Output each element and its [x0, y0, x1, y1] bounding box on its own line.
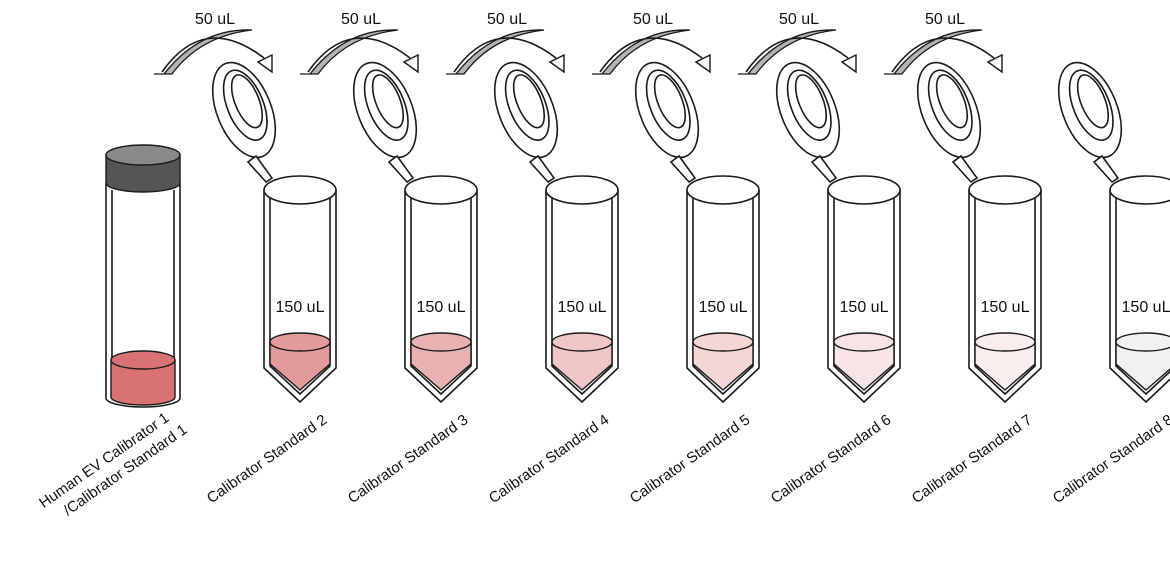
tube-volume-label: 150 uL	[1122, 299, 1170, 316]
tubes-layer: 150 uL Calibrator Standard 2 150 uL Calibra…	[204, 61, 1170, 507]
tube-rim	[1109, 175, 1170, 205]
tube-inner-wall	[551, 196, 613, 396]
tube-liquid-surface	[551, 332, 613, 352]
tube-inner-wall	[410, 196, 472, 396]
transfer-volume-label: 50 uL	[925, 11, 965, 28]
vial-cap-top	[105, 144, 181, 166]
tube-lid	[775, 61, 841, 159]
tube-liquid-surface	[269, 332, 331, 352]
tube-inner-wall	[269, 196, 331, 396]
arrow-arc	[891, 37, 995, 73]
tube-inner-wall	[692, 196, 754, 396]
tube-volume-label: 150 uL	[558, 299, 607, 316]
arrow-head	[840, 53, 857, 74]
tube-rim	[827, 175, 901, 205]
tube-volume-label: 150 uL	[840, 299, 889, 316]
tube-rim	[968, 175, 1042, 205]
transfer-volume-label: 50 uL	[341, 11, 381, 28]
tube-liquid-surface	[974, 332, 1036, 352]
arrow-head	[694, 53, 711, 74]
tube-lid	[1057, 61, 1123, 159]
tube-liquid-surface	[1115, 332, 1170, 352]
transfer-volume-label: 50 uL	[633, 11, 673, 28]
tube-2: 150 uL Calibrator Standard 2	[204, 61, 337, 507]
tube-6: 150 uL Calibrator Standard 6	[768, 61, 901, 507]
vial-liquid-surface	[110, 350, 176, 370]
vial-liquid	[110, 359, 176, 406]
tube-inner-wall	[1115, 196, 1170, 396]
tube-7: 150 uL Calibrator Standard 7	[909, 61, 1042, 507]
source-vial-label: Human EV Calibrator 1 /Calibrator Standa…	[36, 409, 190, 519]
tube-rim	[404, 175, 478, 205]
transfer-volume-label: 50 uL	[779, 11, 819, 28]
tube-hinge	[810, 154, 838, 184]
tube-hinge	[1092, 154, 1120, 184]
tube-volume-label: 150 uL	[417, 299, 466, 316]
arrow-tail	[154, 29, 253, 75]
tube-4: 150 uL Calibrator Standard 4	[486, 61, 619, 507]
transfer-arrow-3: 50 uL	[446, 11, 565, 75]
tube-hinge	[528, 154, 556, 184]
arrow-head	[548, 53, 565, 74]
transfer-arrow-1: 50 uL	[154, 11, 273, 75]
tube-lid	[211, 61, 277, 159]
tube-volume-label: 150 uL	[981, 299, 1030, 316]
tube-inner-wall	[833, 196, 895, 396]
arrow-tail	[592, 29, 691, 75]
tube-inner-wall	[974, 196, 1036, 396]
tube-label: Calibrator Standard 6	[768, 411, 895, 507]
arrow-arc	[599, 37, 703, 73]
tube-label: Calibrator Standard 2	[204, 411, 331, 507]
arrow-head	[256, 53, 273, 74]
transfer-arrow-2: 50 uL	[300, 11, 419, 75]
arrow-tail	[738, 29, 837, 75]
tube-volume-label: 150 uL	[699, 299, 748, 316]
transfer-volume-label: 50 uL	[195, 11, 235, 28]
tube-lid	[493, 61, 559, 159]
tube-rim	[545, 175, 619, 205]
tube-hinge	[951, 154, 979, 184]
tube-hinge	[387, 154, 415, 184]
tube-rim	[686, 175, 760, 205]
tube-hinge	[669, 154, 697, 184]
tube-label: Calibrator Standard 8	[1050, 411, 1170, 507]
arrow-arc	[307, 37, 411, 73]
transfer-volume-label: 50 uL	[487, 11, 527, 28]
tube-lid	[352, 61, 418, 159]
arrow-arc	[745, 37, 849, 73]
transfer-arrow-6: 50 uL	[884, 11, 1003, 75]
arrow-arc	[161, 37, 265, 73]
vial-body	[105, 183, 181, 408]
tube-liquid-surface	[692, 332, 754, 352]
tube-5: 150 uL Calibrator Standard 5	[627, 61, 760, 507]
tube-hinge	[246, 154, 274, 184]
tube-liquid-surface	[410, 332, 472, 352]
tube-label: Calibrator Standard 3	[345, 411, 472, 507]
arrow-head	[402, 53, 419, 74]
tube-label: Calibrator Standard 4	[486, 411, 613, 507]
tube-3: 150 uL Calibrator Standard 3	[345, 61, 478, 507]
transfer-arrows-layer: 50 uL 50 uL 50 uL 50 uL 50 uL 50 uL	[154, 11, 1003, 75]
transfer-arrow-4: 50 uL	[592, 11, 711, 75]
arrow-tail	[884, 29, 983, 75]
tube-lid	[634, 61, 700, 159]
tube-8: 150 uL Calibrator Standard 8	[1050, 61, 1170, 507]
tube-volume-label: 150 uL	[276, 299, 325, 316]
tube-label: Calibrator Standard 5	[627, 411, 754, 507]
arrow-arc	[453, 37, 557, 73]
arrow-tail	[300, 29, 399, 75]
arrow-head	[986, 53, 1003, 74]
tube-lid	[916, 61, 982, 159]
tube-liquid-surface	[833, 332, 895, 352]
source-vial	[105, 144, 181, 408]
tube-rim	[263, 175, 337, 205]
tube-label: Calibrator Standard 7	[909, 411, 1036, 507]
transfer-arrow-5: 50 uL	[738, 11, 857, 75]
arrow-tail	[446, 29, 545, 75]
